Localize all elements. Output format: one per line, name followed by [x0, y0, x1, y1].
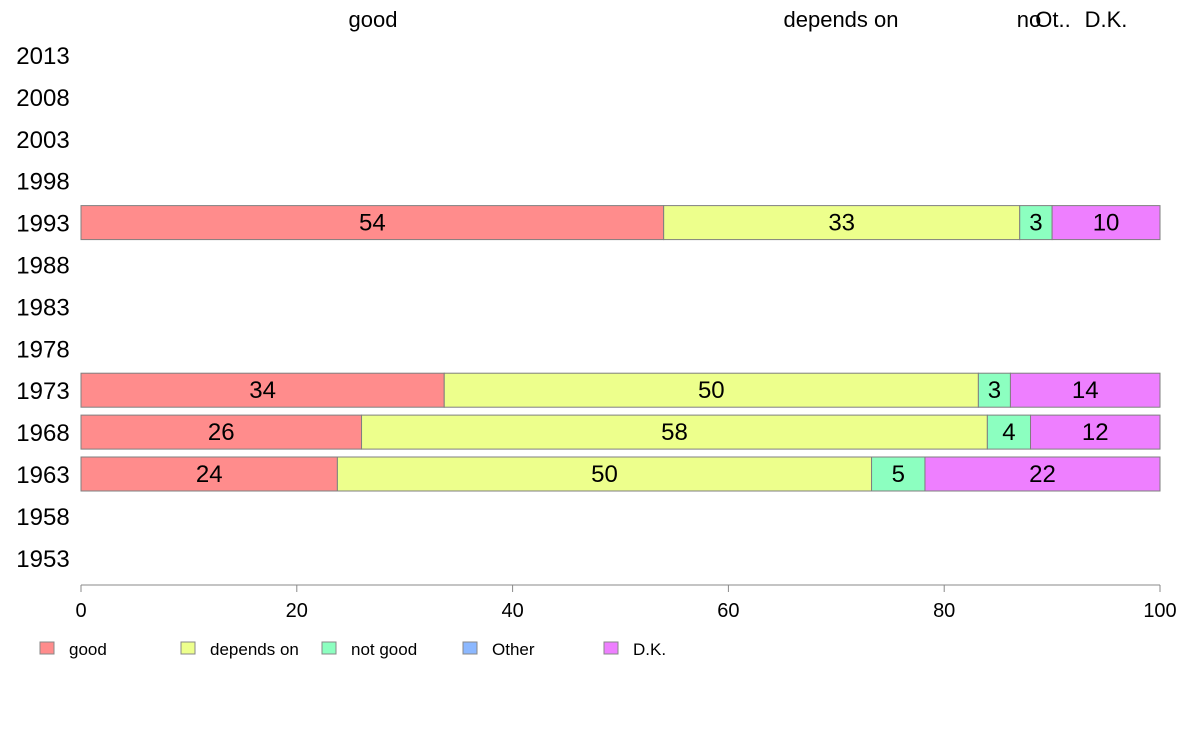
bar-value-label: 10 — [1093, 210, 1120, 237]
year-label: 2013 — [16, 43, 69, 70]
bar-value-label: 14 — [1072, 377, 1099, 404]
bar-segment — [443, 372, 979, 408]
bar-segment — [361, 414, 988, 450]
x-tick-label: 40 — [501, 600, 523, 622]
column-header-label: good — [349, 7, 398, 32]
year-label: 1953 — [16, 546, 69, 573]
bar-value-label: 54 — [359, 210, 386, 237]
year-label: 2003 — [16, 127, 69, 154]
column-header-label: Ot.. — [1035, 7, 1070, 32]
year-label: 2008 — [16, 85, 69, 112]
bar-segment — [80, 372, 445, 408]
bar-value-label: 4 — [1002, 419, 1015, 446]
x-tick-label: 100 — [1143, 600, 1176, 622]
bar-segment — [336, 456, 873, 492]
x-tick-label: 80 — [933, 600, 955, 622]
bar-segment — [1009, 372, 1161, 408]
legend-label: Other — [492, 640, 535, 659]
bar-segment — [986, 414, 1032, 450]
bar-value-label: 12 — [1082, 419, 1109, 446]
column-header-label: D.K. — [1085, 7, 1128, 32]
legend-label: good — [69, 640, 107, 659]
x-tick-label: 0 — [75, 600, 86, 622]
legend-swatch — [39, 641, 55, 655]
bar-value-label: 26 — [208, 419, 235, 446]
bar-value-label: 24 — [196, 461, 223, 488]
bar-value-label: 5 — [892, 461, 905, 488]
bar-segment — [1051, 205, 1161, 241]
year-label: 1978 — [16, 336, 69, 363]
bar-value-label: 50 — [591, 461, 618, 488]
year-axis-labels: 2013 2008 2003 1998 1993 1988 1983 1978 1973 1968… — [16, 43, 69, 573]
legend-swatch — [462, 641, 478, 655]
year-label: 1983 — [16, 294, 69, 321]
legend-swatch — [603, 641, 619, 655]
year-label: 1958 — [16, 504, 69, 531]
bar-segment — [80, 414, 363, 450]
bar-segment — [80, 456, 338, 492]
bar-segment — [924, 456, 1161, 492]
x-tick-label: 60 — [717, 600, 739, 622]
bar-value-label: 50 — [698, 377, 725, 404]
bar-value-label: 33 — [828, 210, 855, 237]
bar-value-label: 3 — [1029, 210, 1042, 237]
year-label: 1968 — [16, 420, 69, 447]
legend-label: depends on — [210, 640, 299, 659]
x-tick-label: 20 — [286, 600, 308, 622]
legend-swatch — [321, 641, 337, 655]
x-axis: 0 20 40 60 80 100 — [75, 584, 1177, 622]
bar-segment — [80, 205, 665, 241]
legend-label: D.K. — [633, 640, 666, 659]
bar-value-label: 34 — [249, 377, 276, 404]
bar-segment — [871, 456, 926, 492]
bar-value-label: 3 — [988, 377, 1001, 404]
year-label: 1988 — [16, 253, 69, 280]
year-label: 1963 — [16, 462, 69, 489]
year-label: 1993 — [16, 211, 69, 238]
bar-segment — [1019, 205, 1053, 241]
legend: good depends on not good Other D.K. — [39, 640, 666, 659]
column-header-label: no — [1017, 7, 1041, 32]
column-header-label: depends on — [784, 7, 899, 32]
legend-swatch — [180, 641, 196, 655]
bar-value-label: 58 — [661, 419, 688, 446]
bar-segment — [1030, 414, 1161, 450]
legend-label: not good — [351, 640, 417, 659]
bar-segment — [663, 205, 1021, 241]
bar-value-label: 22 — [1029, 461, 1056, 488]
year-label: 1998 — [16, 169, 69, 196]
year-label: 1973 — [16, 378, 69, 405]
